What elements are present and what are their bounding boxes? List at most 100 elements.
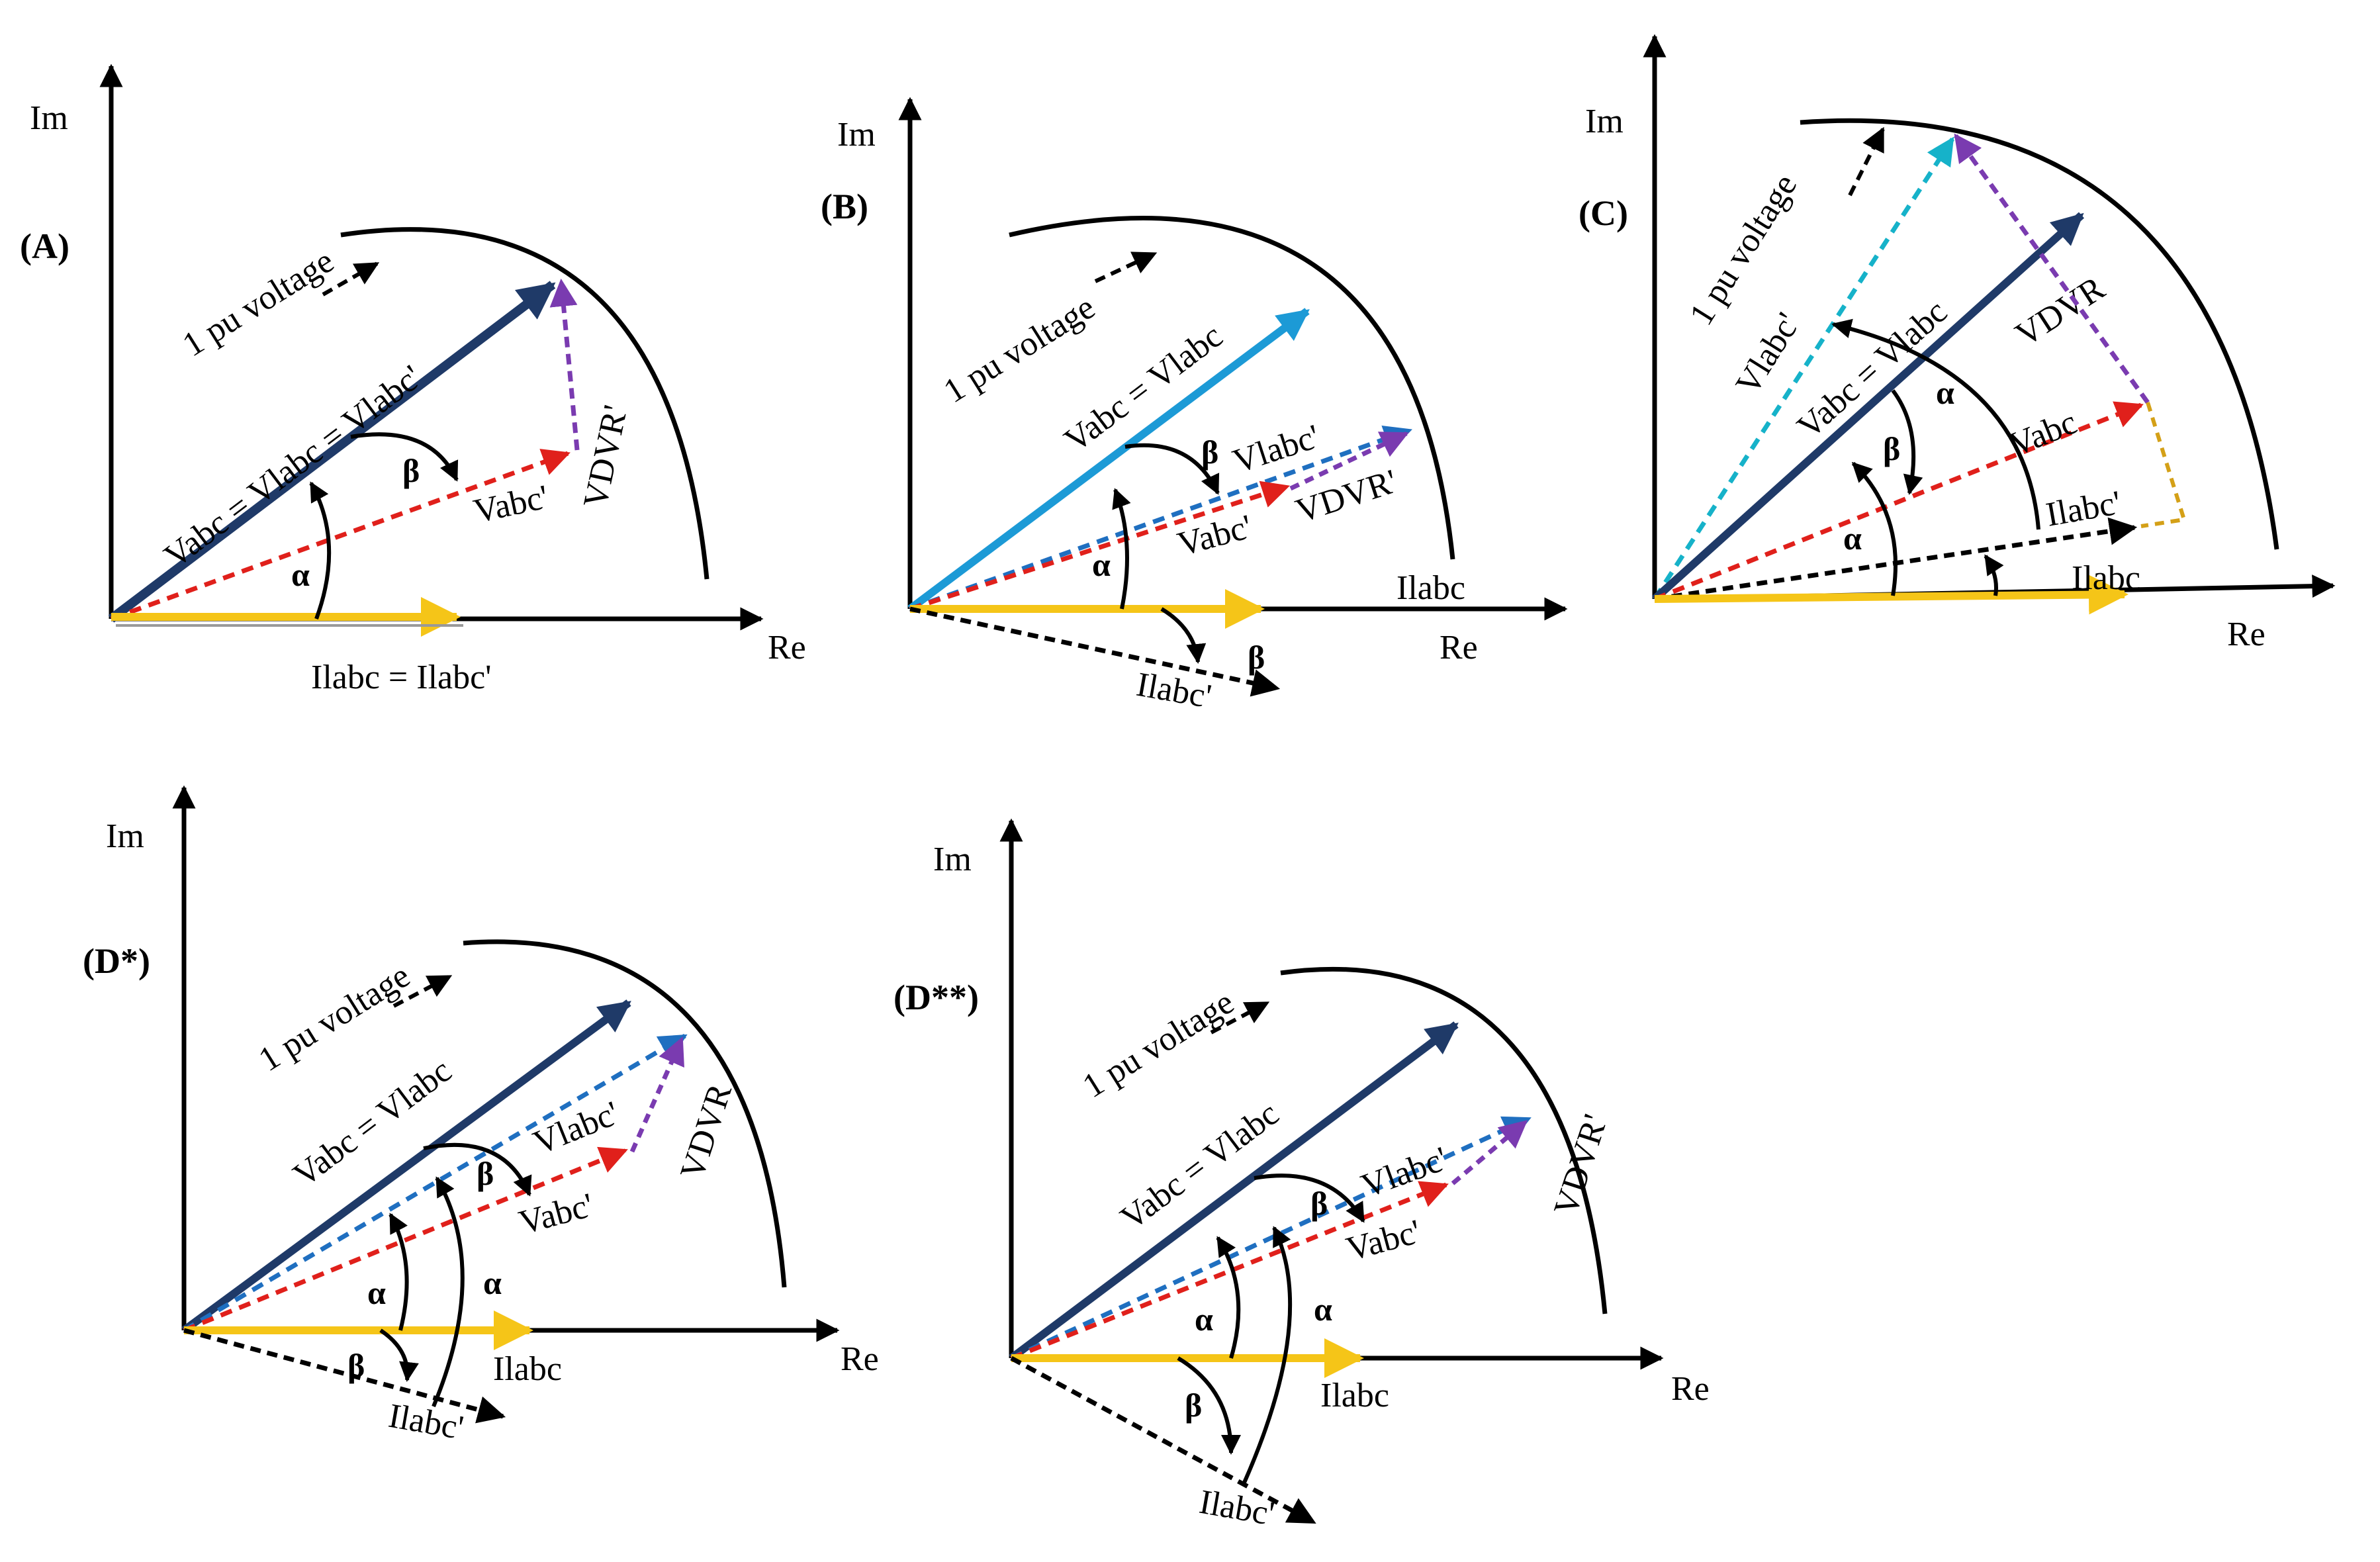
vabc-prime-label: Vabc' <box>471 478 552 530</box>
im-label: Im <box>933 841 972 878</box>
panel-d-double-star: Im Re (D**) 1 pu voltage Vabc = Vlabc Vl… <box>893 818 1710 1534</box>
vabc-phasor <box>108 281 556 623</box>
circle-label: 1 pu voltage <box>176 242 340 365</box>
vlabc-prime-phasor <box>1010 1116 1532 1361</box>
vabc-prime-phasor <box>909 481 1290 612</box>
current-label: Ilabc <box>1320 1377 1389 1414</box>
vabc-red-phasor <box>1653 401 2144 602</box>
im-label: Im <box>106 817 144 855</box>
im-label: Im <box>30 99 68 137</box>
panel-tag: (D*) <box>83 941 150 981</box>
unit-circle-arc <box>463 939 787 1288</box>
alpha-arc <box>1216 1236 1241 1359</box>
unit-circle-arc <box>1280 966 1608 1314</box>
circle-label: 1 pu voltage <box>1076 984 1240 1106</box>
vlabc-prime-phasor <box>1653 136 1954 600</box>
current-label: Ilabc <box>2072 559 2140 597</box>
vlabc-prime-label: Vlabc' <box>1357 1140 1453 1205</box>
unit-circle-arc <box>1009 216 1455 560</box>
current-prime-phasor <box>183 1328 506 1424</box>
circle-pointer <box>392 974 453 1008</box>
circle-pointer <box>322 261 380 297</box>
unit-circle-arc <box>1800 118 2279 550</box>
re-label: Re <box>768 629 806 666</box>
vabc-label: Vabc = Vlabc = Vlabc' <box>158 358 429 576</box>
im-label: Im <box>1585 103 1624 140</box>
alpha-arc <box>309 481 332 620</box>
vabc-red-label: Vabc <box>2004 403 2082 464</box>
panel-b: Im Re (B) 1 pu voltage Vabc = Vlabc Vlab… <box>821 97 1568 715</box>
current-label: Ilabc <box>1396 569 1465 607</box>
circle-label: 1 pu voltage <box>937 289 1101 411</box>
panel-d-star: Im Re (D*) 1 pu voltage Vabc = Vlabc Vla… <box>83 785 879 1447</box>
vdvr-phasor <box>549 278 580 451</box>
vlabc-prime-label: Vlabc' <box>1729 306 1808 401</box>
vabc-label: Vabc = Vlabc <box>287 1052 459 1195</box>
vabc-prime-phasor <box>1010 1181 1449 1361</box>
vdvr-phasor <box>629 1036 684 1153</box>
vabc-prime-label: Vabc' <box>1173 508 1256 563</box>
circle-pointer <box>1210 1001 1270 1034</box>
vdvr-label: VDVR <box>673 1080 739 1184</box>
alpha2-label: α <box>1936 374 1954 411</box>
current-difference-path <box>2140 402 2187 528</box>
current-prime-label: Ilabc' <box>1197 1483 1277 1534</box>
vlabc-prime-phasor <box>183 1033 688 1333</box>
beta2-label: β <box>1185 1387 1202 1424</box>
alpha-arc <box>1851 461 1898 596</box>
current-prime-phasor <box>1010 1355 1316 1525</box>
beta-arc <box>1254 1173 1365 1223</box>
beta2-label: β <box>1248 639 1265 676</box>
vabc-phasor <box>181 999 631 1334</box>
vabc-prime-label: Vabc' <box>1342 1213 1424 1268</box>
panel-a: Im Re (A) 1 pu voltage Vabc = Vlabc = Vl… <box>20 64 806 696</box>
circle-label: 1 pu voltage <box>252 957 416 1080</box>
vabc-prime-phasor <box>110 449 571 621</box>
re-label: Re <box>841 1340 879 1378</box>
vabc-phasor <box>1651 212 2085 602</box>
vdvr-label: VDVR <box>2009 269 2111 354</box>
alpha2-arc <box>1831 318 2040 530</box>
beta-label: β <box>1310 1185 1328 1222</box>
alpha-label: α <box>291 556 310 593</box>
beta-label: β <box>1201 434 1218 471</box>
alpha-label: α <box>1092 546 1111 583</box>
vlabc-prime-label: Vlabc' <box>1228 418 1324 481</box>
re-label: Re <box>2227 616 2266 653</box>
panel-tag: (C) <box>1579 193 1628 233</box>
alpha2-arc <box>1242 1226 1293 1484</box>
current-phasor <box>1654 574 2128 615</box>
alpha2-label: α <box>483 1264 502 1301</box>
vdvr-label: VDVR' <box>1291 463 1402 531</box>
panel-tag: (B) <box>821 187 868 226</box>
vdvr-phasor <box>1451 1120 1528 1185</box>
vabc-phasor <box>1009 1021 1459 1361</box>
vdvr-label: VDVR' <box>576 402 635 511</box>
beta-label: β <box>402 452 420 489</box>
beta-label: β <box>477 1155 494 1192</box>
panel-c: Im Re (C) 1 pu voltage Vlabc' Vabc = Vla… <box>1579 34 2336 653</box>
re-label: Re <box>1440 629 1478 666</box>
circle-pointer <box>1848 126 1885 197</box>
current-prime-phasor <box>909 606 1281 697</box>
alpha-label: α <box>367 1274 386 1311</box>
alpha-label: α <box>1843 520 1862 557</box>
unit-circle-arc <box>340 227 709 580</box>
alpha-arc <box>1112 488 1131 610</box>
current-label: Ilabc = Ilabc' <box>311 659 492 696</box>
im-label: Im <box>837 116 876 154</box>
alpha-arc <box>389 1213 409 1331</box>
vabc-label: Vabc = Vlabc <box>1790 293 1954 446</box>
vlabc-prime-label: Vlabc' <box>528 1094 624 1162</box>
beta2-arc <box>379 1328 419 1382</box>
vlabc-prime-phasor <box>909 425 1412 612</box>
beta2-arc <box>1177 1356 1241 1455</box>
panel-tag: (D**) <box>893 978 979 1017</box>
vdvr-label: VDVR' <box>1547 1110 1615 1220</box>
beta2-arc <box>1160 607 1207 664</box>
alpha2-label: α <box>1314 1291 1332 1328</box>
beta-arc <box>1124 443 1220 495</box>
beta-arc <box>1891 389 1923 495</box>
re-label: Re <box>1671 1370 1710 1408</box>
